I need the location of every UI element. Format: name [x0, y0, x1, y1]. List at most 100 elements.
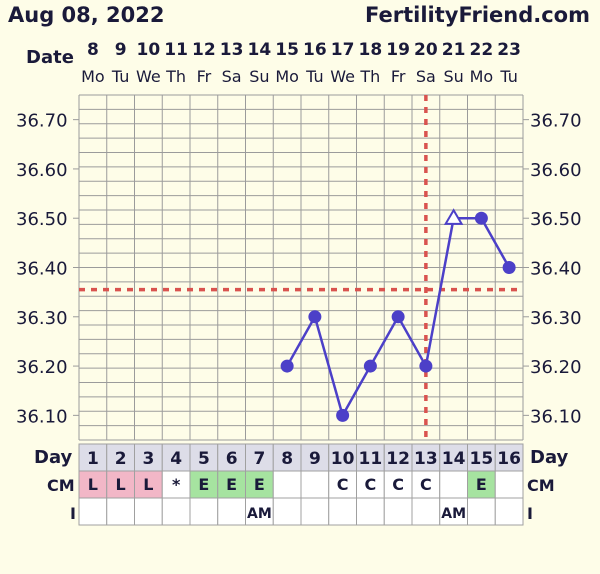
cycle-day: 9 [309, 449, 321, 469]
cycle-day: 11 [359, 449, 383, 469]
cycle-day: 12 [386, 449, 410, 469]
cm-cell [494, 470, 524, 499]
date-tick: 15 [275, 40, 299, 60]
cm-label-right: CM [527, 476, 555, 495]
date-tick: 10 [137, 40, 161, 60]
weekday-tick: Tu [305, 67, 323, 86]
cm-value: L [88, 475, 98, 494]
date-tick: 11 [164, 40, 188, 60]
cm-value: L [143, 475, 153, 494]
cm-value: E [476, 475, 487, 494]
weekday-tick: Sa [416, 67, 436, 86]
cycle-day: 15 [470, 449, 494, 469]
cm-value: C [420, 475, 432, 494]
temperature-point [502, 261, 516, 274]
intercourse-cell [494, 497, 524, 526]
cm-value: C [392, 475, 404, 494]
y-tick-right: 36.50 [530, 209, 582, 230]
temperature-point [336, 408, 350, 422]
temperature-point [419, 359, 433, 373]
weekday-tick: Sa [222, 67, 242, 86]
intercourse-cell [272, 497, 302, 526]
date-tick: 13 [220, 40, 244, 60]
intercourse-cell [383, 497, 413, 526]
cm-cell [134, 470, 163, 499]
cm-value: C [365, 475, 377, 494]
y-tick-right: 36.70 [530, 111, 582, 132]
cm-cell [245, 470, 274, 499]
intercourse-cell [134, 497, 163, 526]
date-tick: 17 [331, 40, 355, 60]
cycle-day: 4 [170, 449, 182, 469]
cm-value: * [172, 475, 181, 494]
weekday-tick: Th [359, 67, 380, 86]
intercourse-cell [189, 497, 219, 526]
day-cell [134, 443, 163, 472]
y-tick-right: 36.30 [530, 308, 582, 329]
y-tick-left: 36.20 [16, 357, 68, 378]
i-label-left: I [70, 504, 76, 523]
weekday-tick: Mo [275, 67, 299, 86]
date-tick: 14 [248, 40, 272, 60]
temperature-point-open [443, 208, 464, 225]
y-tick-left: 36.60 [16, 160, 68, 181]
weekday-tick: We [136, 67, 161, 86]
y-tick-left: 36.30 [16, 308, 68, 329]
y-tick-left: 36.10 [16, 406, 68, 427]
weekday-tick: Fr [197, 67, 212, 86]
intercourse-value: AM [441, 506, 466, 522]
cycle-day: 6 [226, 449, 238, 469]
intercourse-cell [217, 497, 246, 526]
y-tick-right: 36.40 [530, 259, 582, 280]
cycle-day: 3 [142, 449, 154, 469]
intercourse-cell [106, 497, 135, 526]
y-tick-right: 36.60 [530, 160, 582, 181]
weekday-tick: Fr [391, 67, 406, 86]
cm-value: C [337, 475, 349, 494]
cm-cell [300, 470, 330, 499]
cm-value: E [226, 475, 237, 494]
day-cell [217, 443, 246, 472]
weekday-tick: Su [249, 67, 269, 86]
cycle-day: 13 [414, 449, 438, 469]
date-tick: 20 [414, 40, 438, 60]
intercourse-cell [467, 497, 496, 526]
cycle-day: 2 [115, 449, 127, 469]
y-tick-right: 36.10 [530, 406, 582, 427]
cycle-day: 8 [281, 449, 293, 469]
temperature-point [391, 310, 405, 324]
intercourse-cell [356, 497, 385, 526]
date-tick: 19 [386, 40, 410, 60]
day-cell [189, 443, 219, 472]
day-cell [467, 443, 496, 472]
weekday-tick: Mo [470, 67, 494, 86]
cycle-day: 7 [253, 449, 265, 469]
day-label-right: Day [530, 447, 569, 468]
cycle-day: 16 [497, 449, 521, 469]
intercourse-cell [78, 497, 108, 526]
date-tick: 12 [192, 40, 216, 60]
cm-value: E [198, 475, 209, 494]
weekday-tick: Su [443, 67, 463, 86]
temperature-point [474, 211, 488, 225]
y-tick-left: 36.70 [16, 111, 68, 132]
start-date: Aug 08, 2022 [8, 3, 165, 27]
cycle-day: 1 [87, 449, 99, 469]
temperature-point [280, 359, 294, 373]
day-cell [383, 443, 413, 472]
day-cell [411, 443, 441, 472]
i-label-right: I [527, 504, 533, 523]
cm-cell [272, 470, 302, 499]
day-label-left: Day [34, 447, 73, 468]
brand-name: FertilityFriend.com [365, 3, 590, 27]
cm-cell [439, 470, 468, 499]
date-tick: 21 [442, 40, 466, 60]
y-tick-right: 36.20 [530, 357, 582, 378]
cycle-day: 14 [442, 449, 466, 469]
weekday-tick: Mo [81, 67, 105, 86]
intercourse-cell [245, 497, 274, 526]
intercourse-cell [300, 497, 330, 526]
date-tick: 18 [359, 40, 383, 60]
cm-value: E [254, 475, 265, 494]
